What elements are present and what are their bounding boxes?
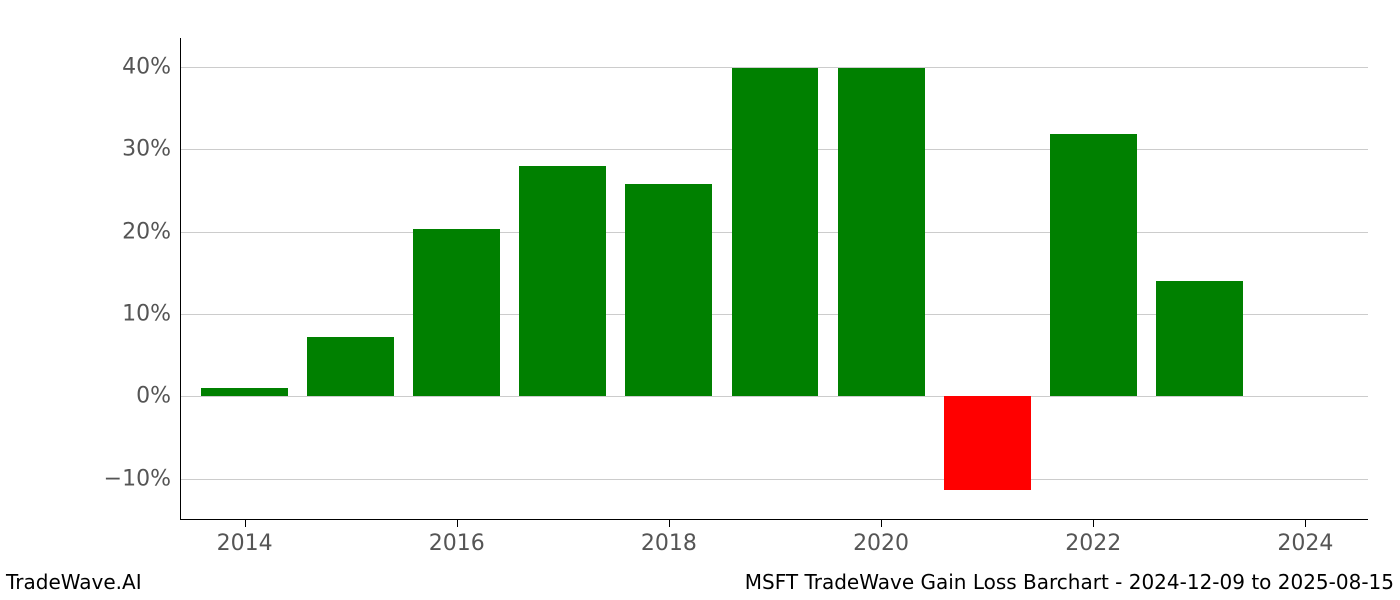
ytick-label: 10% bbox=[122, 302, 181, 327]
xtick-label: 2014 bbox=[217, 531, 273, 556]
gridline bbox=[181, 396, 1368, 397]
bar bbox=[519, 166, 606, 397]
bar bbox=[1156, 281, 1243, 396]
bar bbox=[944, 396, 1031, 489]
bar bbox=[307, 337, 394, 396]
xtick bbox=[1305, 520, 1306, 527]
ytick-label: 30% bbox=[122, 137, 181, 162]
xtick-label: 2016 bbox=[429, 531, 485, 556]
xtick-label: 2018 bbox=[641, 531, 697, 556]
ytick-label: 40% bbox=[122, 54, 181, 79]
xtick-label: 2024 bbox=[1277, 531, 1333, 556]
bar bbox=[838, 68, 925, 396]
xtick-label: 2022 bbox=[1065, 531, 1121, 556]
footer-right-label: MSFT TradeWave Gain Loss Barchart - 2024… bbox=[745, 570, 1394, 594]
xtick bbox=[881, 520, 882, 527]
xtick bbox=[1093, 520, 1094, 527]
figure: −10% 0% 10% 20% 30% 40% 2014 2016 2018 2020 2022 20… bbox=[0, 0, 1400, 600]
bar bbox=[732, 68, 819, 396]
xtick bbox=[457, 520, 458, 527]
ytick-label: −10% bbox=[104, 466, 181, 491]
gridline bbox=[181, 479, 1368, 480]
plot-area: −10%0%10%20%30%40%2014201620182020202220… bbox=[180, 38, 1368, 520]
xtick bbox=[245, 520, 246, 527]
ytick-label: 20% bbox=[122, 219, 181, 244]
bar bbox=[1050, 134, 1137, 397]
xtick bbox=[669, 520, 670, 527]
bar bbox=[201, 388, 288, 396]
bar bbox=[413, 229, 500, 396]
footer-left-label: TradeWave.AI bbox=[6, 570, 142, 594]
bar bbox=[625, 184, 712, 397]
xtick-label: 2020 bbox=[853, 531, 909, 556]
ytick-label: 0% bbox=[136, 384, 181, 409]
